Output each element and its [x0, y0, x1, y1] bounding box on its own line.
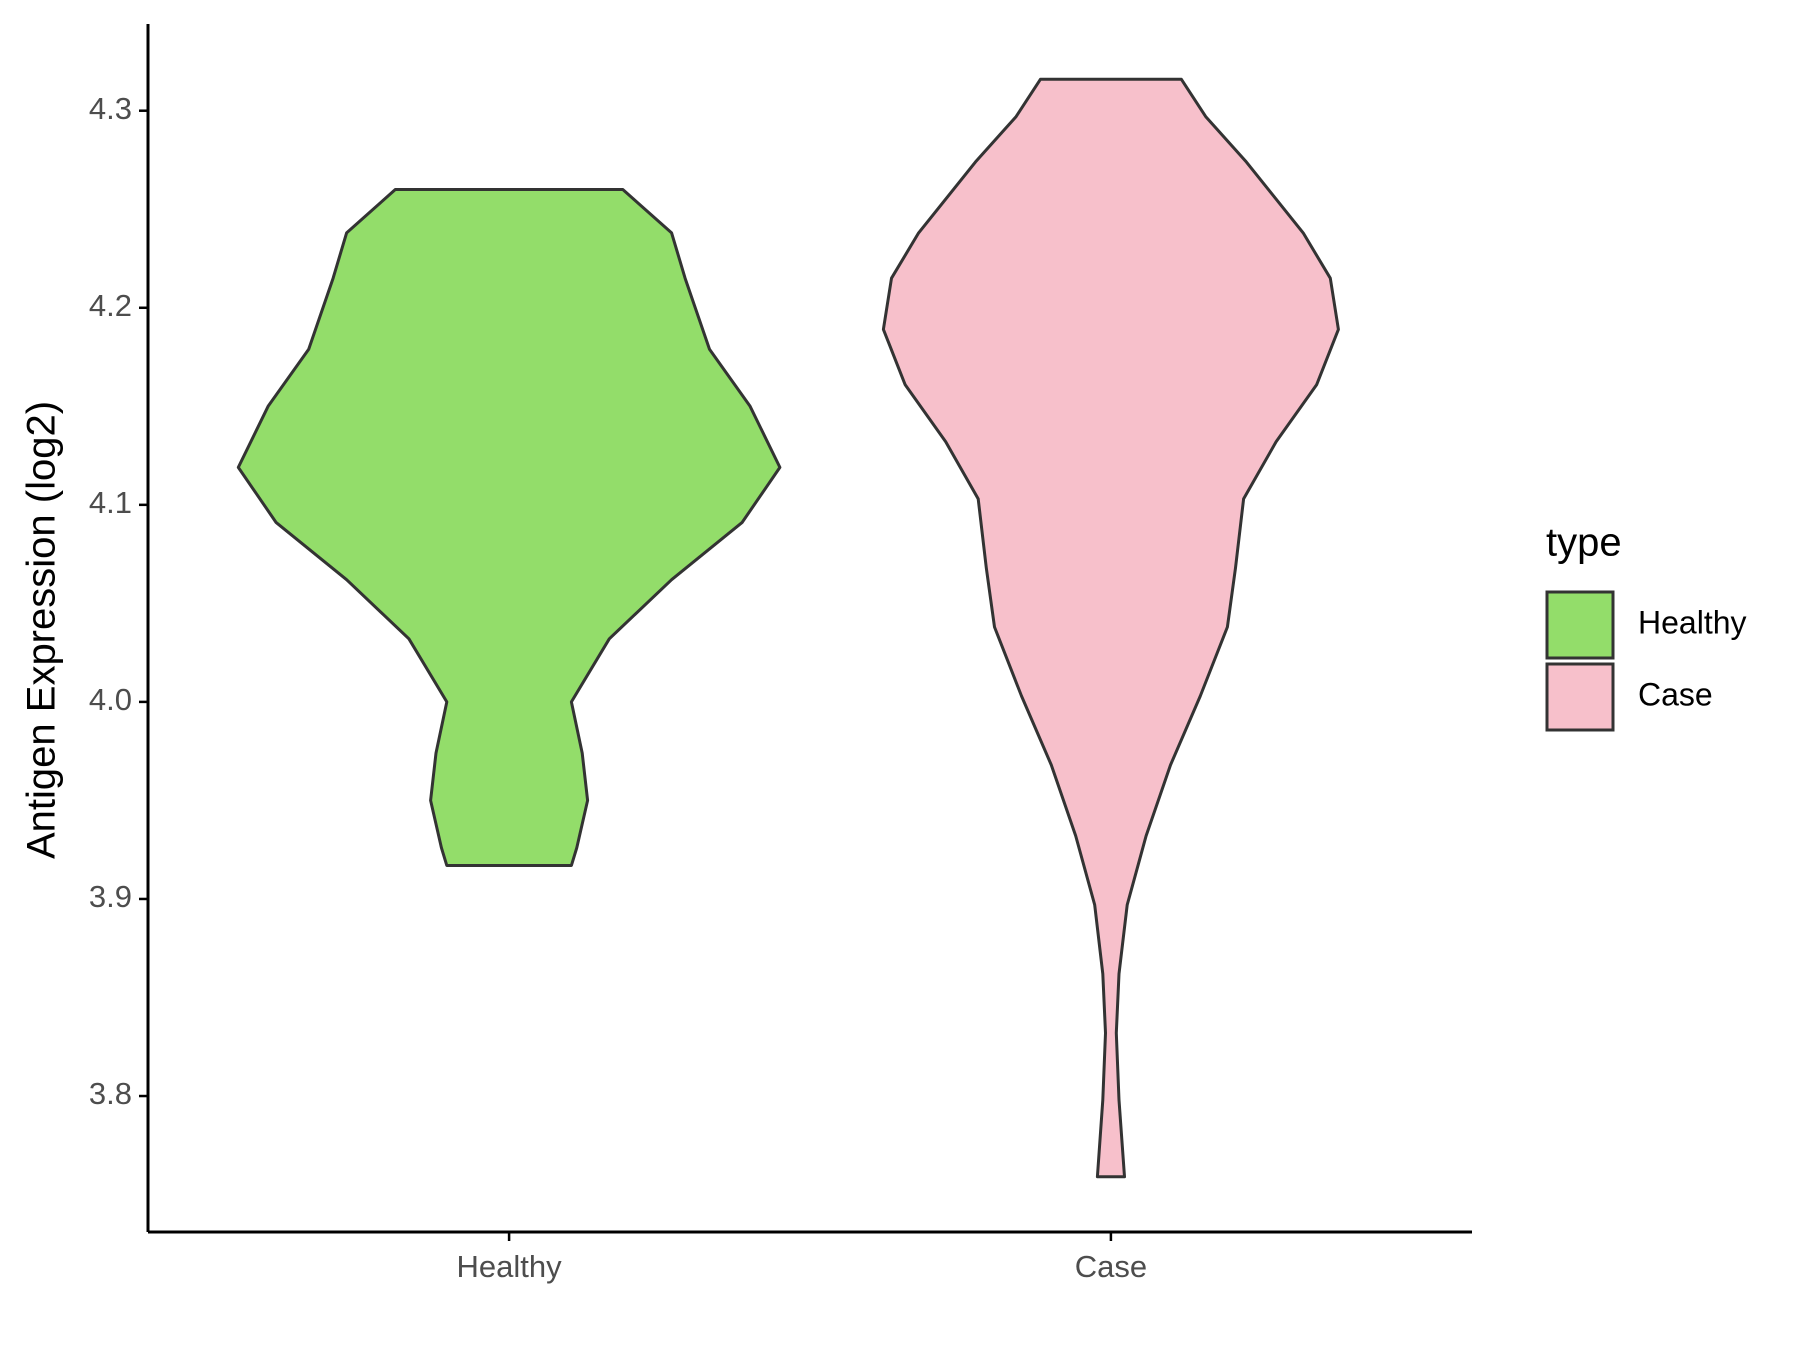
y-tick-label: 3.8: [89, 1076, 132, 1111]
legend-label: Case: [1638, 676, 1713, 712]
violin: [236, 188, 782, 867]
y-tick-label: 4.1: [89, 485, 132, 520]
y-tick-label: 4.2: [89, 288, 132, 323]
x-tick-label: Case: [1075, 1249, 1147, 1284]
y-tick-label: 4.3: [89, 91, 132, 126]
legend-title: type: [1546, 521, 1622, 565]
y-tick-label: 4.0: [89, 682, 132, 717]
legend-label: Healthy: [1638, 604, 1747, 640]
legend-key: [1545, 590, 1615, 660]
y-axis-title: Antigen Expression (log2): [20, 401, 64, 859]
violin: [881, 77, 1340, 1179]
legend-key: [1545, 662, 1615, 732]
y-tick-label: 3.9: [89, 879, 132, 914]
x-tick-label: Healthy: [457, 1249, 563, 1284]
